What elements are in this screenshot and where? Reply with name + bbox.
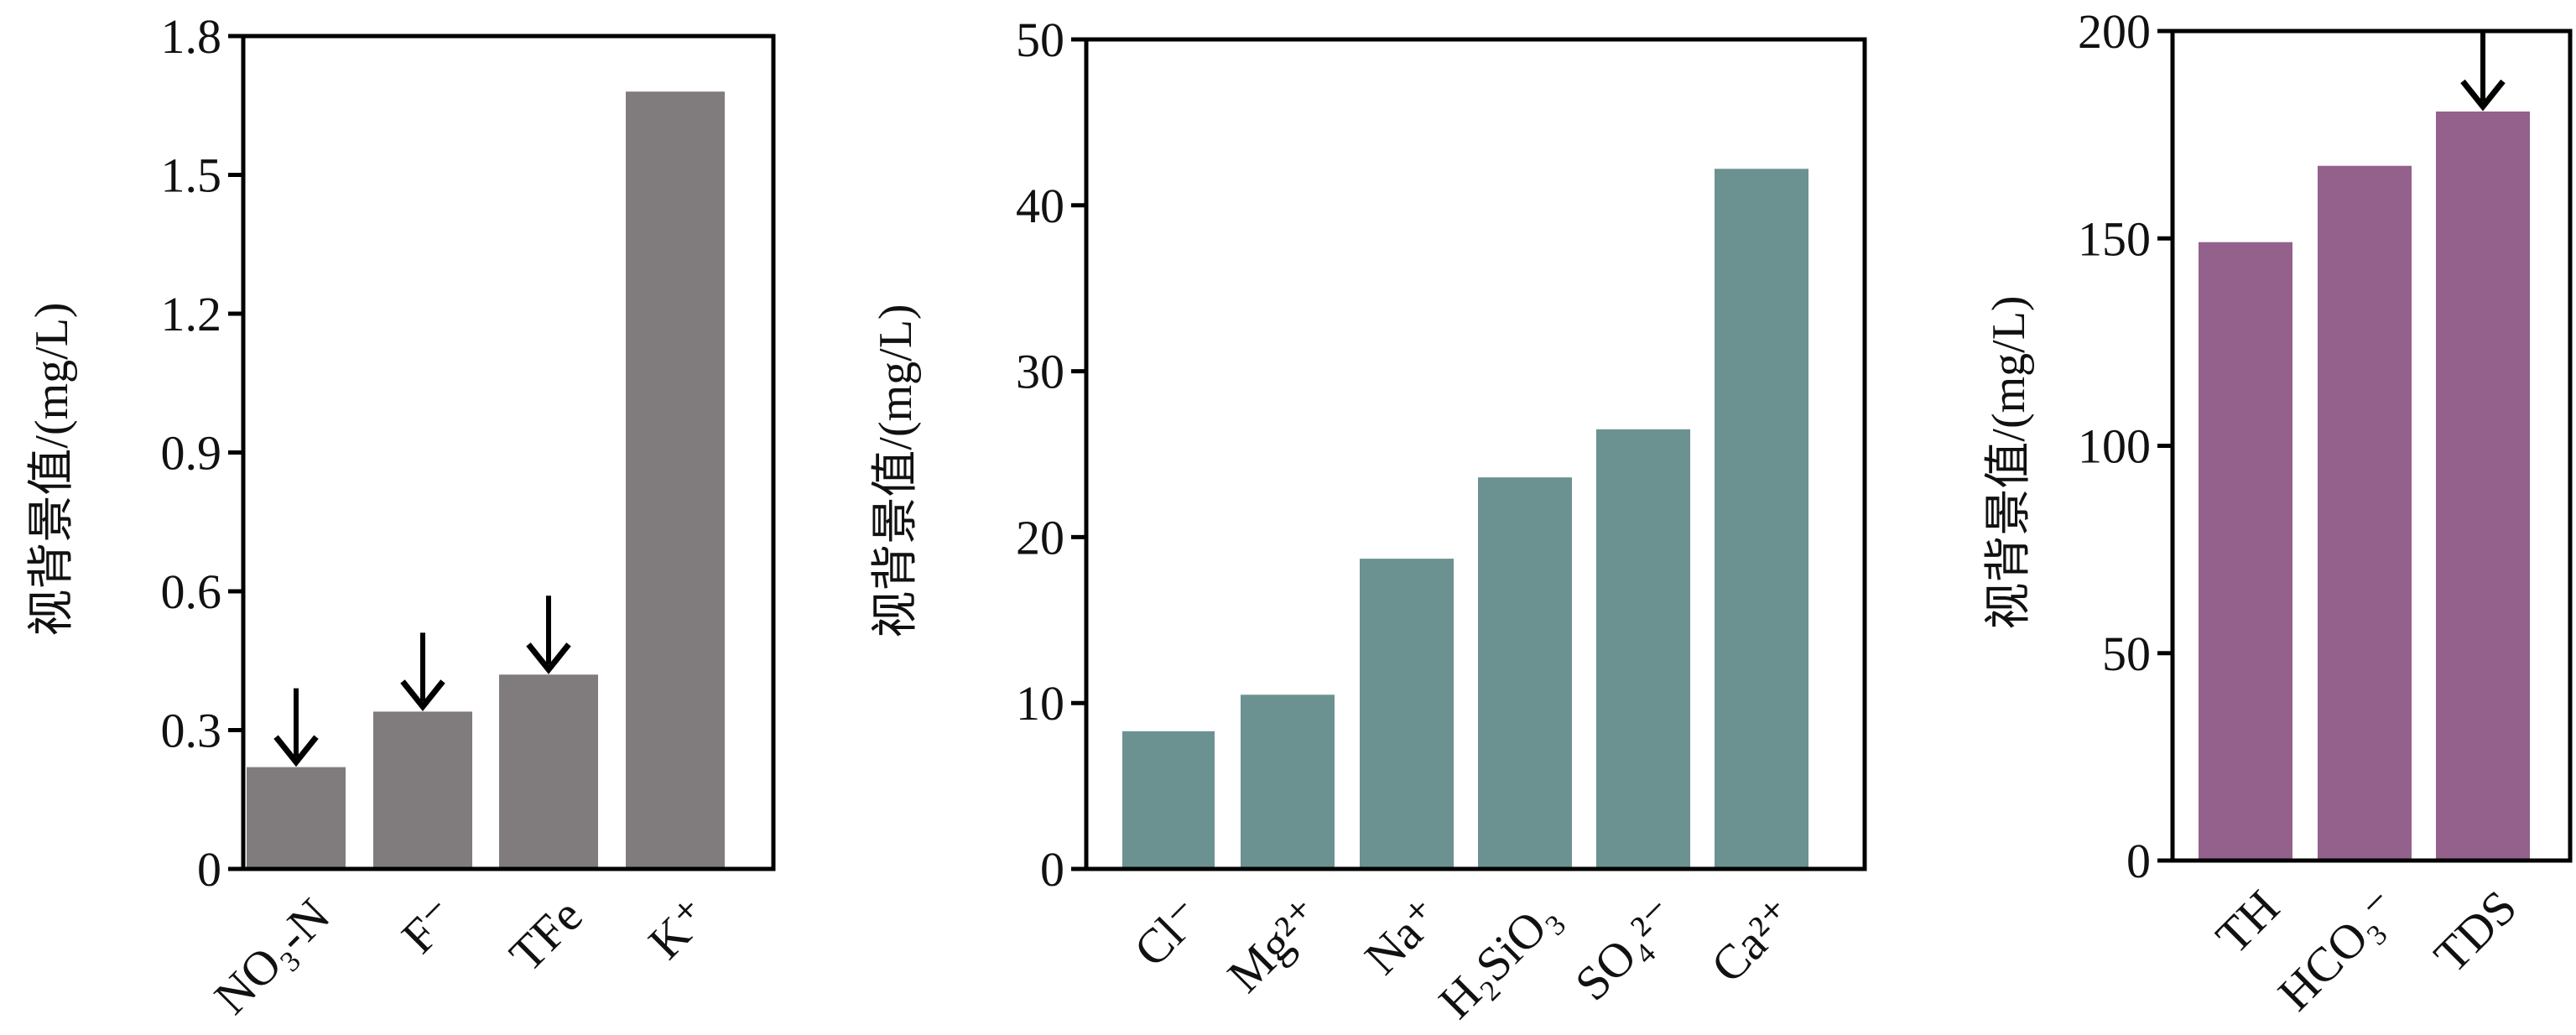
y-axis-label: 视背景值/(mg/L): [870, 304, 922, 637]
y-tick-label: 0.3: [161, 704, 222, 758]
y-tick-label: 1.5: [161, 148, 222, 203]
y-tick-label: 100: [2078, 419, 2151, 474]
y-tick-label: 30: [1016, 345, 1064, 399]
x-tick-label: SO₄²⁻: [1564, 888, 1688, 1012]
x-tick-label: K⁺: [637, 888, 719, 970]
arrow-down-icon: [2460, 32, 2506, 112]
y-tick-label: 40: [1016, 179, 1064, 233]
y-tick-label: 0: [1040, 842, 1064, 897]
chart-panel-1: NO₃-N F⁻ TFe K⁺ 0 0.3 0.6 0.9 1.2 1.5 1.8 视背景值/(mg/…: [26, 9, 776, 1025]
y-tick-label: 0.6: [161, 564, 222, 619]
x-tick-label: TDS: [2423, 880, 2527, 983]
x-tick-label: Na⁺: [1354, 888, 1450, 985]
bar: [1241, 694, 1335, 869]
bar: [2318, 165, 2412, 861]
bar: [373, 711, 472, 869]
bar: [2436, 111, 2530, 861]
x-tick-label: Cl⁻: [1123, 888, 1212, 977]
bar: [1715, 169, 1808, 869]
x-tick-label: Ca²⁺: [1700, 888, 1805, 993]
bar: [1478, 477, 1572, 869]
y-tick-label: 0: [2126, 834, 2151, 888]
y-tick-label: 10: [1016, 676, 1064, 731]
x-tick-label: Mg²⁺: [1217, 888, 1332, 1003]
bar: [2199, 242, 2292, 861]
bar: [1596, 429, 1690, 870]
bar: [247, 767, 346, 869]
y-tick-label: 1.2: [161, 287, 222, 341]
bar: [1122, 731, 1215, 869]
x-tick-label: F⁻: [391, 888, 466, 964]
bar: [626, 91, 725, 869]
arrow-down-icon: [526, 596, 571, 674]
y-tick-label: 1.8: [161, 9, 222, 64]
y-tick-label: 150: [2078, 211, 2151, 266]
y-tick-label: 0: [197, 842, 221, 897]
y-tick-label: 200: [2078, 4, 2151, 59]
bar: [1360, 559, 1454, 869]
x-tick-label: TH: [2205, 880, 2290, 965]
y-tick-label: 50: [1016, 13, 1064, 67]
y-axis-label: 视背景值/(mg/L): [1983, 295, 2035, 629]
arrow-down-icon: [400, 632, 445, 712]
y-tick-label: 0.9: [161, 426, 222, 481]
y-tick-label: 50: [2102, 627, 2151, 681]
bar: [499, 674, 598, 869]
plot-frame: [1084, 37, 1867, 871]
x-tick-label: H₂SiO₃: [1429, 888, 1569, 1029]
y-tick-label: 20: [1016, 510, 1064, 564]
y-axis-label: 视背景值/(mg/L): [26, 302, 78, 636]
arrow-down-icon: [273, 688, 319, 767]
x-tick-label: TFe: [499, 888, 593, 982]
x-tick-label: HCO₃⁻: [2267, 880, 2409, 1022]
x-tick-label: NO₃-N: [204, 888, 341, 1025]
